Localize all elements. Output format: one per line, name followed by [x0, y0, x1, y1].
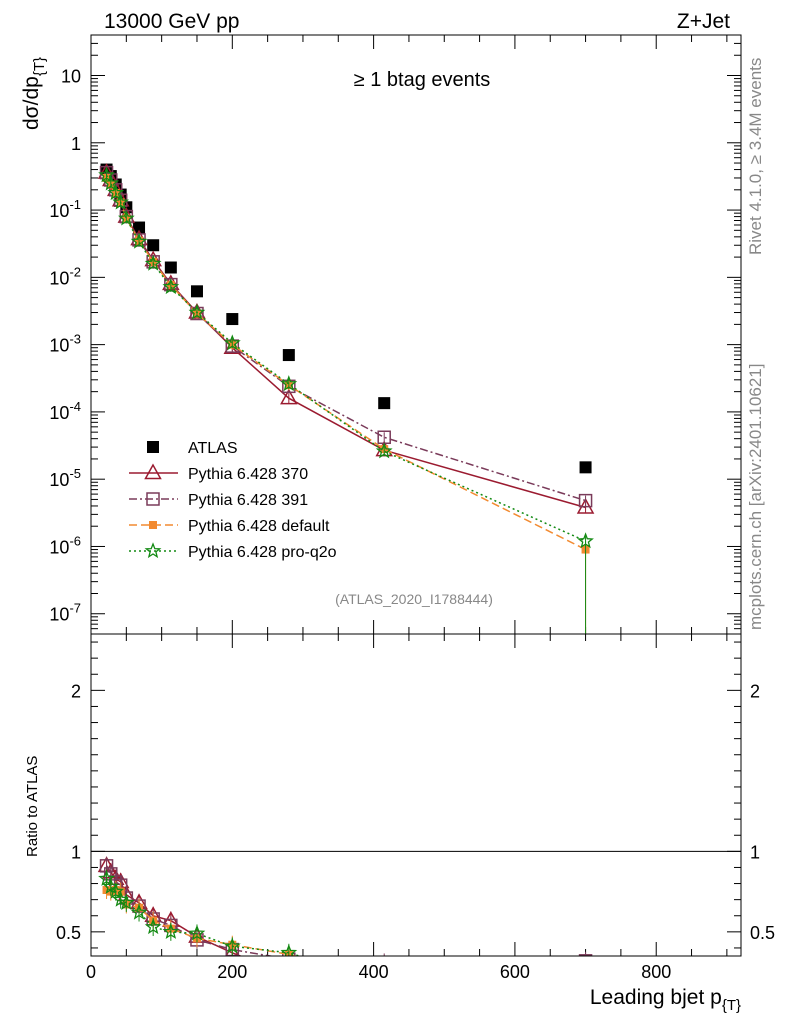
watermark: (ATLAS_2020_I1788444) — [335, 591, 493, 607]
legend-marker — [146, 492, 160, 506]
ratio-point — [582, 999, 590, 1007]
header-right: Z+Jet — [677, 10, 730, 33]
data-point — [107, 184, 125, 201]
series-line — [105, 177, 586, 551]
data-point — [190, 285, 203, 298]
ratio-point — [107, 882, 125, 899]
ratio-series-2 — [99, 856, 593, 956]
ratio-series-4 — [98, 869, 302, 956]
data-point — [226, 313, 239, 326]
ratio-point — [130, 903, 148, 920]
series-line — [105, 172, 586, 509]
x-tick-label: 0 — [86, 962, 96, 982]
series-1 — [97, 163, 595, 514]
chart-title: ≥ 1 btag events — [354, 69, 491, 91]
side-label-bottom: mcplots.cern.ch [arXiv:2401.10621] — [746, 364, 765, 630]
data-point — [188, 303, 206, 320]
data-point — [223, 334, 241, 351]
ratio-frame — [90, 633, 742, 957]
data-point — [282, 349, 295, 362]
ratio-series-3 — [102, 880, 590, 1007]
ratio-point — [118, 894, 135, 910]
ratio-tick-label: 2 — [750, 681, 760, 701]
ratio-point — [281, 967, 296, 981]
x-tick-label: 200 — [217, 962, 247, 982]
ratio-tick-label: 1 — [750, 842, 760, 862]
data-point — [133, 221, 146, 234]
ratio-tick-label: 2 — [71, 681, 81, 701]
series-0 — [100, 163, 592, 474]
ratio-line — [106, 889, 299, 956]
ratio-point — [223, 937, 241, 954]
ratio-point — [162, 923, 180, 939]
legend-label: Pythia 6.428 370 — [188, 466, 308, 483]
x-tick-label: 400 — [359, 962, 389, 982]
legend: ATLAS Pythia 6.428 370 Pythia 6.428 391 Pyt… — [129, 440, 337, 561]
y-tick-label: 10 — [61, 67, 81, 87]
y-tick-label: 1 — [71, 134, 81, 154]
series-2 — [99, 165, 593, 508]
y-tick-label: 10-3 — [49, 332, 81, 356]
legend-label: Pythia 6.428 default — [188, 518, 330, 535]
legend-marker — [144, 463, 162, 480]
data-point — [164, 261, 177, 274]
legend-marker — [147, 441, 159, 453]
data-point — [375, 442, 393, 459]
y-tick-label: 10-2 — [49, 264, 81, 288]
ratio-point — [578, 964, 593, 978]
data-point — [190, 306, 204, 321]
ratio-panel: 0.5 0.5 1 1 2 2 Ratio to ATLAS — [24, 633, 775, 1007]
ratio-point — [102, 885, 111, 894]
y-tick-label: 10-4 — [49, 399, 81, 423]
data-point — [118, 209, 135, 226]
series-line — [105, 172, 586, 502]
data-point — [144, 254, 162, 271]
x-axis-label: Leading bjet p{T} — [590, 986, 741, 1014]
data-point — [112, 193, 130, 210]
ratio-point — [578, 954, 593, 956]
data-point — [130, 232, 148, 249]
y-axis-label: dσ/dp{T} — [20, 57, 48, 130]
series-4 — [98, 166, 594, 634]
y-tick-label: 10-1 — [49, 197, 81, 221]
data-point — [147, 239, 160, 252]
data-point — [162, 278, 180, 295]
legend-label: Pythia 6.428 391 — [188, 492, 308, 509]
data-point — [578, 493, 593, 508]
legend-marker — [149, 521, 157, 529]
series-line — [105, 174, 586, 542]
x-tick-label: 800 — [641, 962, 671, 982]
y-tick-label: 10-5 — [49, 466, 81, 490]
legend-label: ATLAS — [188, 440, 238, 457]
ratio-tick-label: 0.5 — [750, 923, 775, 943]
header-left: 13000 GeV pp — [104, 10, 239, 33]
legend-marker — [144, 542, 162, 559]
y-tick-label: 10-7 — [49, 601, 81, 625]
series-3 — [102, 172, 590, 634]
data-point — [280, 375, 298, 392]
x-tick-label: 600 — [500, 962, 530, 982]
ratio-point — [144, 918, 162, 935]
ratio-tick-label: 0.5 — [56, 923, 81, 943]
ratio-tick-label: 1 — [71, 842, 81, 862]
ratio-line — [105, 865, 275, 956]
y-tick-label: 10-6 — [49, 533, 81, 557]
ratio-point — [188, 924, 206, 941]
legend-label: Pythia 6.428 pro-q2o — [188, 544, 337, 561]
main-panel: ≥ 1 btag events (ATLAS_2020_I1788444) 10… — [20, 34, 742, 635]
data-point — [102, 174, 120, 191]
data-point — [378, 397, 391, 410]
data-point — [579, 461, 592, 474]
data-point — [98, 166, 115, 183]
ratio-point — [98, 869, 115, 886]
data-point — [280, 388, 298, 405]
ratio-y-label: Ratio to ATLAS — [24, 756, 41, 857]
side-label-top: Rivet 4.1.0, ≥ 3.4M events — [746, 58, 765, 255]
